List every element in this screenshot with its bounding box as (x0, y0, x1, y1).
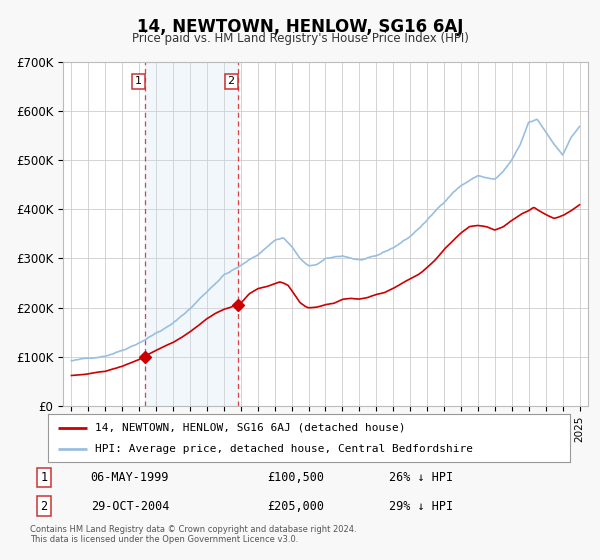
Bar (145, 62, 238, 406)
Text: 26% ↓ HPI: 26% ↓ HPI (389, 471, 453, 484)
Text: £205,000: £205,000 (268, 500, 325, 513)
Text: 1: 1 (40, 471, 47, 484)
Text: 2: 2 (227, 76, 235, 86)
Text: 14, NEWTOWN, HENLOW, SG16 6AJ: 14, NEWTOWN, HENLOW, SG16 6AJ (137, 18, 463, 36)
Text: Price paid vs. HM Land Registry's House Price Index (HPI): Price paid vs. HM Land Registry's House … (131, 32, 469, 45)
Text: 1: 1 (135, 76, 142, 86)
Text: HPI: Average price, detached house, Central Bedfordshire: HPI: Average price, detached house, Cent… (95, 444, 473, 454)
Text: 06-MAY-1999: 06-MAY-1999 (91, 471, 169, 484)
Text: Contains HM Land Registry data © Crown copyright and database right 2024.
This d: Contains HM Land Registry data © Crown c… (30, 525, 356, 544)
Text: 29-OCT-2004: 29-OCT-2004 (91, 500, 169, 513)
Text: 14, NEWTOWN, HENLOW, SG16 6AJ (detached house): 14, NEWTOWN, HENLOW, SG16 6AJ (detached … (95, 423, 406, 433)
Text: 2: 2 (40, 500, 47, 513)
Text: £100,500: £100,500 (268, 471, 325, 484)
Text: 29% ↓ HPI: 29% ↓ HPI (389, 500, 453, 513)
